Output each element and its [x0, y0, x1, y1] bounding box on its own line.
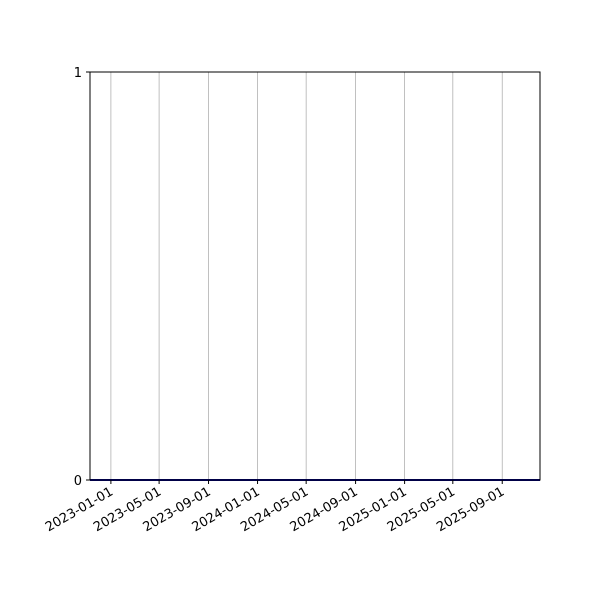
y-tick-label: 1: [74, 66, 82, 81]
x-axis: 2023-01-012023-05-012023-09-012024-01-01…: [43, 480, 507, 535]
plot-frame: [89, 71, 541, 481]
y-axis: 01: [74, 66, 90, 489]
grid: [110, 72, 503, 480]
y-tick-label: 0: [74, 474, 82, 489]
